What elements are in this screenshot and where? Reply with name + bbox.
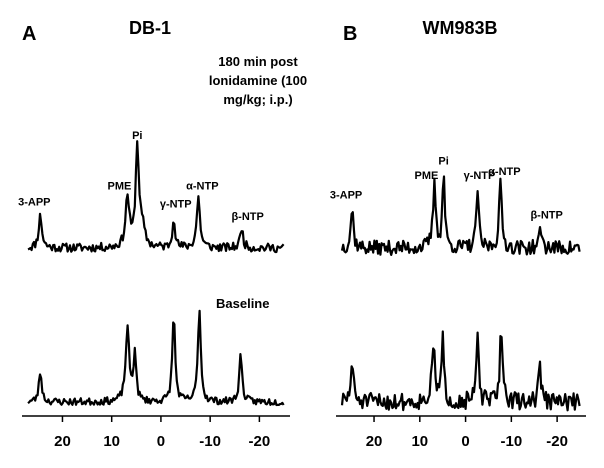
peak-label-pi: Pi — [132, 130, 142, 142]
spectrum-line-baseline — [27, 309, 285, 407]
peak-label-ntp: γ-NTP — [464, 170, 496, 182]
condition-note-line: 180 min post — [218, 54, 298, 69]
peak-label-pme: PME — [108, 181, 132, 193]
panel-letter-a: A — [22, 23, 36, 45]
peak-label-ntp: β-NTP — [530, 209, 562, 221]
panel-title-wm983b: WM983B — [422, 18, 497, 38]
spectrum-line-baseline — [340, 330, 581, 412]
spectrum-line-180-min-post-lonidamine — [27, 140, 285, 254]
peak-label-pi: Pi — [438, 155, 448, 167]
x-tick-label: -10 — [199, 433, 221, 450]
x-tick-label: 20 — [366, 433, 383, 450]
x-tick-label: -20 — [249, 433, 271, 450]
x-tick-label: 20 — [54, 433, 71, 450]
x-tick-label: -10 — [501, 433, 523, 450]
x-tick-label: 0 — [461, 433, 469, 450]
peak-label-ntp: β-NTP — [231, 211, 263, 223]
peak-label-ntp: α-NTP — [488, 166, 520, 178]
x-tick-label: 0 — [157, 433, 165, 450]
panel-title-db-1: DB-1 — [129, 18, 171, 38]
x-tick-label: 10 — [103, 433, 120, 450]
baseline-label: Baseline — [216, 296, 269, 311]
panel-letter-b: B — [343, 23, 357, 45]
peak-label-3-app: 3-APP — [18, 197, 50, 209]
peak-label-pme: PME — [415, 170, 439, 182]
peak-label-ntp: γ-NTP — [160, 199, 192, 211]
peak-label-ntp: α-NTP — [186, 181, 218, 193]
condition-note-line: mg/kg; i.p.) — [223, 92, 292, 107]
condition-note-line: lonidamine (100 — [209, 73, 307, 88]
x-tick-label: -20 — [546, 433, 568, 450]
spectrum-line-180-min-post-lonidamine — [340, 175, 581, 256]
peak-label-3-app: 3-APP — [330, 189, 362, 201]
x-tick-label: 10 — [411, 433, 428, 450]
